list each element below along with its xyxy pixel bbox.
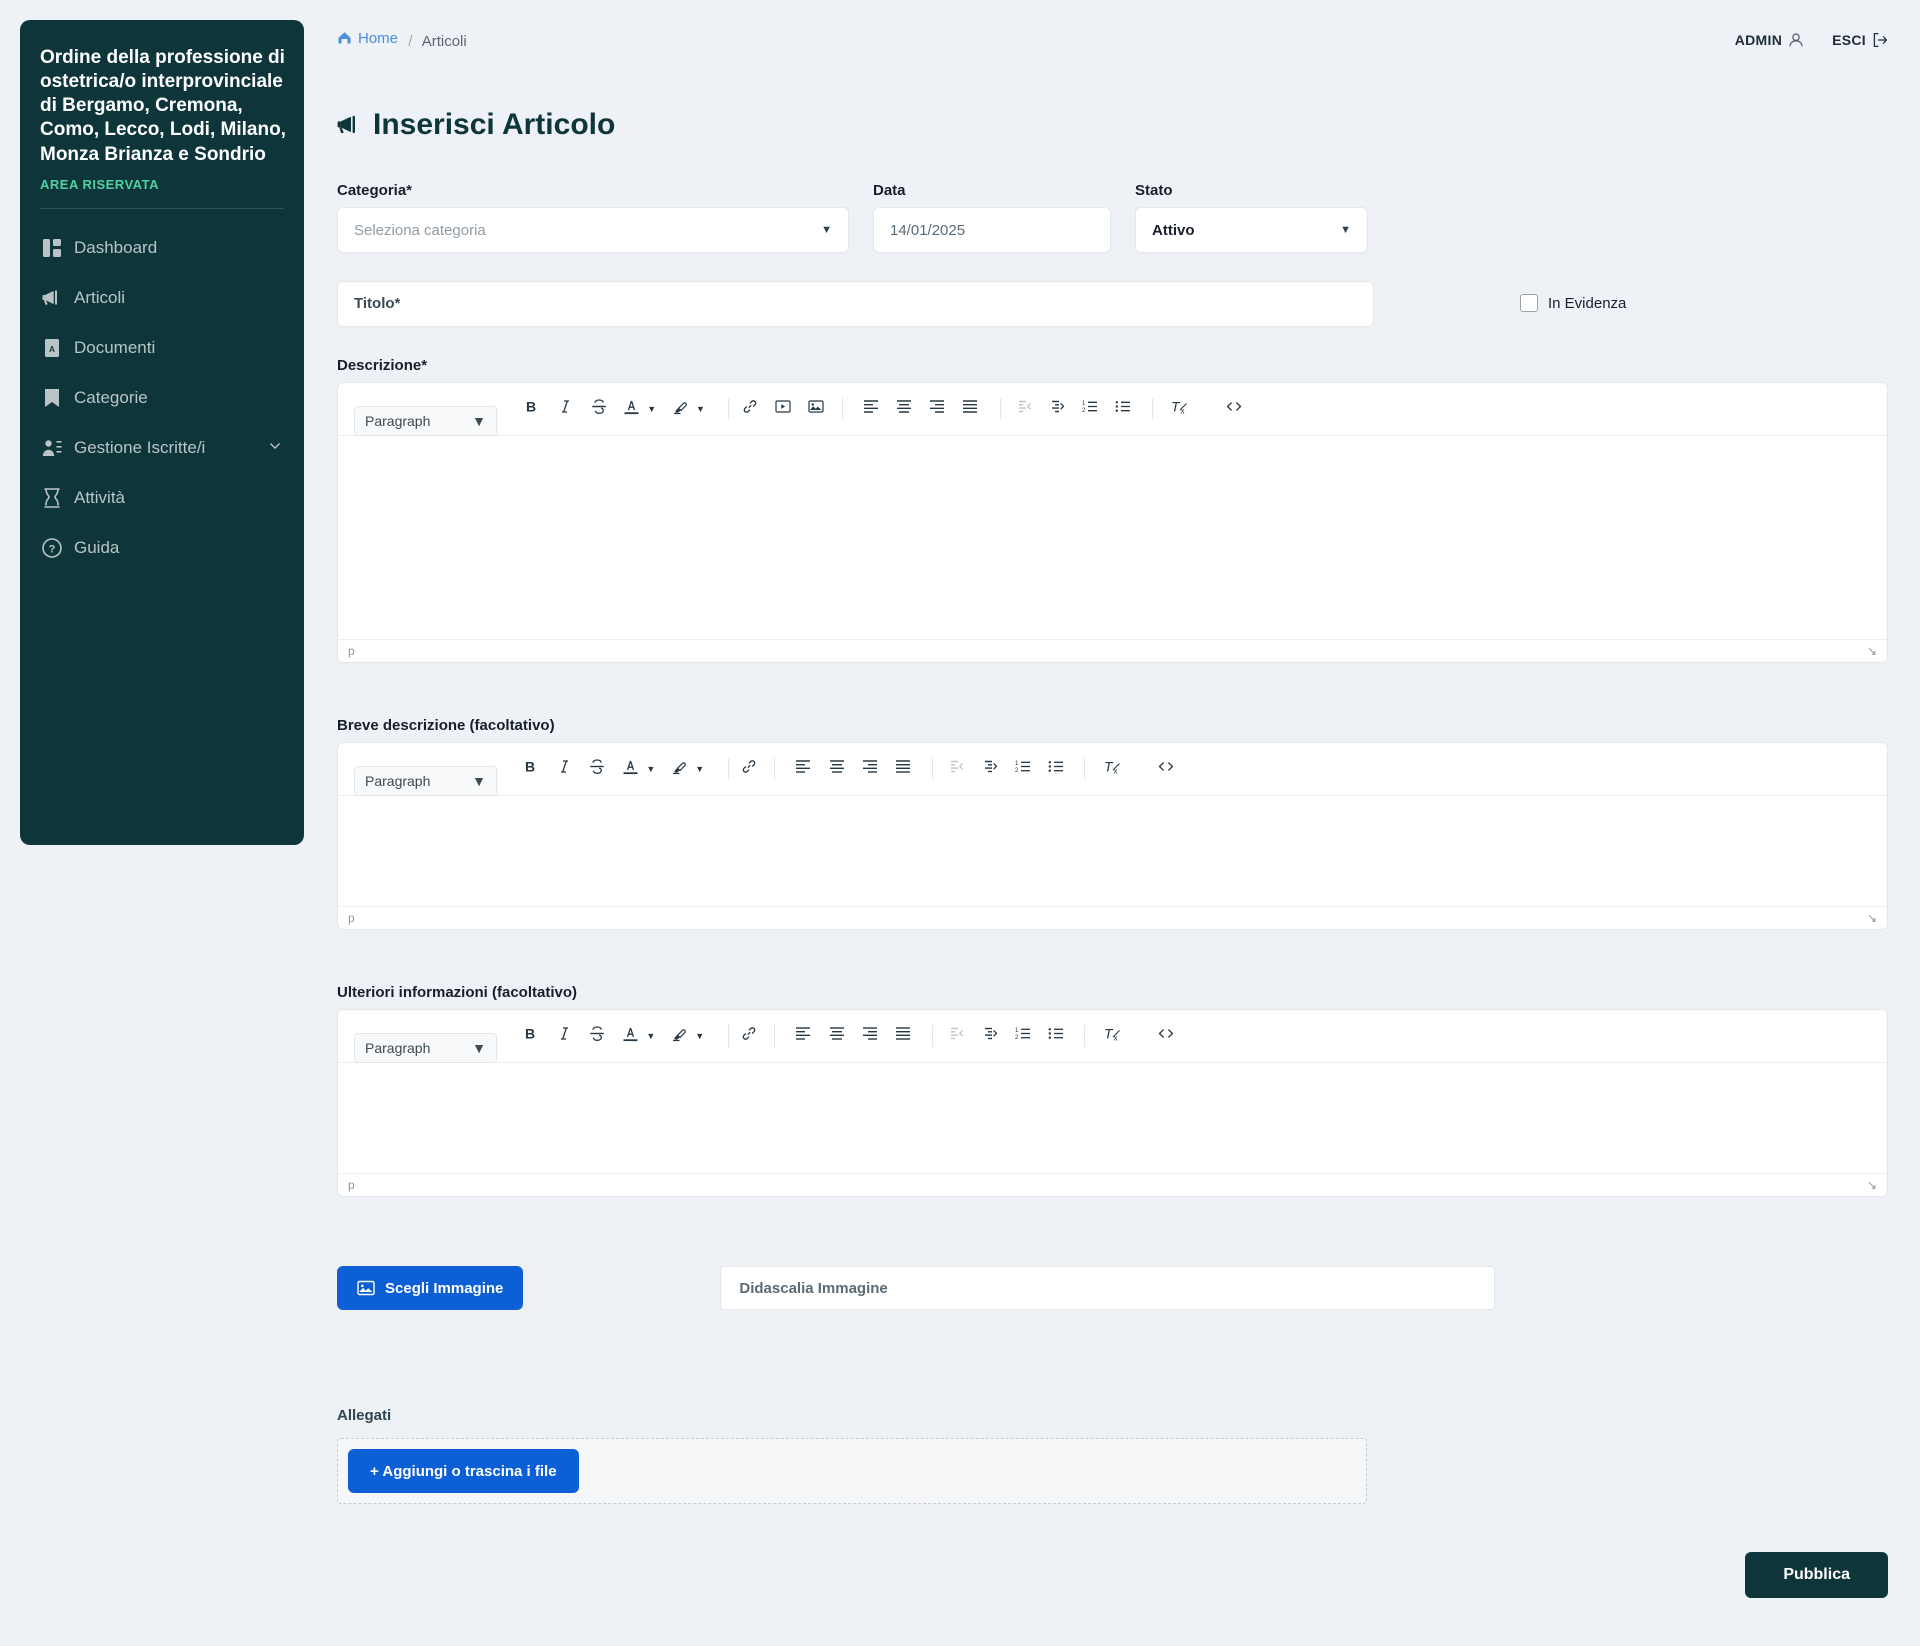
svg-text:B: B bbox=[525, 1026, 535, 1042]
svg-text:T: T bbox=[1104, 1026, 1114, 1042]
svg-text:2: 2 bbox=[1015, 768, 1019, 774]
svg-text:B: B bbox=[526, 399, 536, 415]
svg-text:2: 2 bbox=[1082, 408, 1086, 414]
svg-text:2: 2 bbox=[1015, 1035, 1019, 1041]
svg-text:A: A bbox=[49, 345, 55, 354]
svg-text:T: T bbox=[1171, 399, 1181, 415]
svg-text:?: ? bbox=[49, 543, 56, 555]
svg-text:1: 1 bbox=[1082, 401, 1086, 407]
svg-text:T: T bbox=[1104, 759, 1114, 775]
svg-text:1: 1 bbox=[1015, 1028, 1019, 1034]
svg-text:B: B bbox=[525, 759, 535, 775]
svg-text:1: 1 bbox=[1015, 761, 1019, 767]
